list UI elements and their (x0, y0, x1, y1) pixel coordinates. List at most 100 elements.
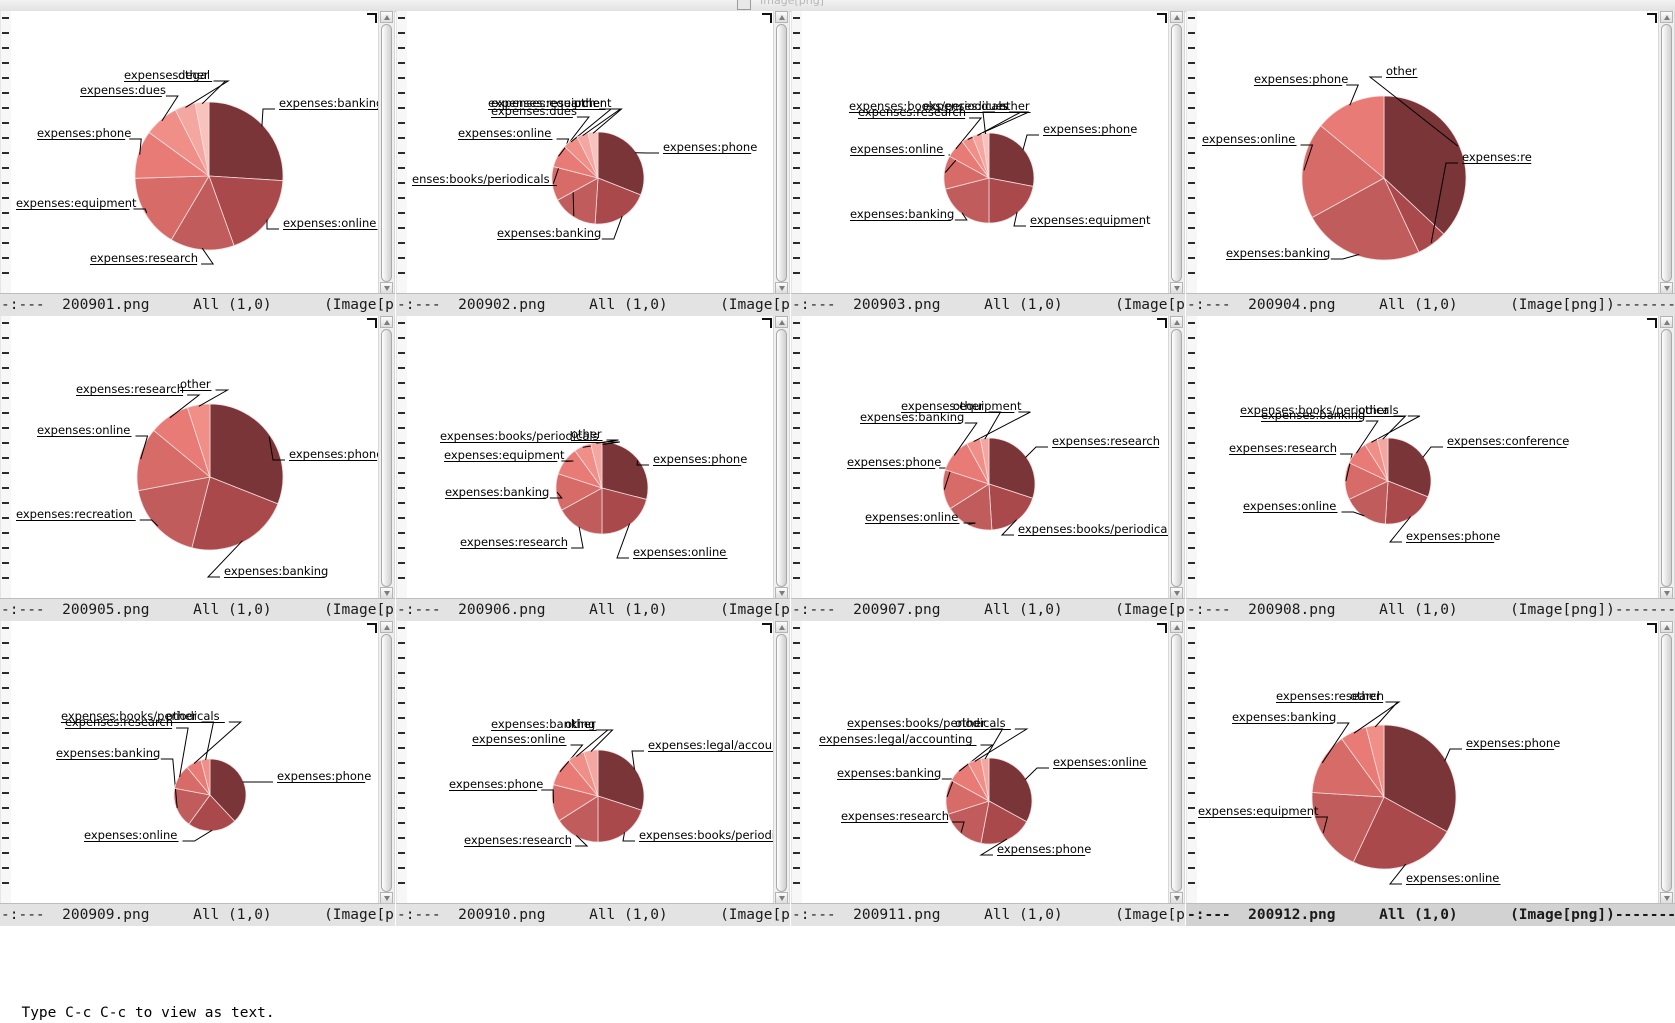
scroll-up-arrow-icon[interactable] (380, 11, 393, 23)
window-scrollbar[interactable] (773, 621, 790, 904)
window-scrollbar[interactable] (1658, 316, 1675, 599)
truncation-mark (398, 107, 405, 109)
mode-line-200902[interactable]: -:--- 200902.png All (1,0) (Image[png])-… (396, 293, 790, 316)
scrollbar-thumb[interactable] (381, 329, 392, 587)
mode-line-buffer-name[interactable]: 200907.png (853, 602, 940, 618)
window-scrollbar[interactable] (1168, 621, 1185, 904)
mode-line-200904[interactable]: -:--- 200904.png All (1,0) (Image[png])-… (1186, 293, 1675, 316)
scroll-up-arrow-icon[interactable] (380, 316, 393, 328)
mode-line-buffer-name[interactable]: 200909.png (62, 907, 149, 923)
scroll-up-arrow-icon[interactable] (775, 11, 788, 23)
mode-line-200912[interactable]: -:--- 200912.png All (1,0) (Image[png])-… (1186, 903, 1675, 926)
mode-line-buffer-name[interactable]: 200906.png (458, 602, 545, 618)
mode-line-200907[interactable]: -:--- 200907.png All (1,0) (Image[png])-… (791, 598, 1185, 621)
mode-line-200911[interactable]: -:--- 200911.png All (1,0) (Image[png])-… (791, 903, 1185, 926)
mode-line-200903[interactable]: -:--- 200903.png All (1,0) (Image[png])-… (791, 293, 1185, 316)
mode-line-buffer-name[interactable]: 200910.png (458, 907, 545, 923)
scroll-up-arrow-icon[interactable] (1660, 621, 1673, 633)
scrollbar-thumb[interactable] (1171, 329, 1182, 587)
truncation-mark (2, 762, 9, 764)
mode-line-buffer-name[interactable]: 200901.png (62, 297, 149, 313)
scroll-up-arrow-icon[interactable] (1170, 316, 1183, 328)
mode-line-buffer-name[interactable]: 200905.png (62, 602, 149, 618)
mode-line-buffer-name[interactable]: 200903.png (853, 297, 940, 313)
mode-line-buffer-name[interactable]: 200908.png (1248, 602, 1335, 618)
scrollbar-thumb[interactable] (381, 634, 392, 892)
window-scrollbar[interactable] (378, 621, 395, 904)
mode-line-buffer-name[interactable]: 200911.png (853, 907, 940, 923)
window-scrollbar[interactable] (378, 11, 395, 294)
mode-line-200910[interactable]: -:--- 200910.png All (1,0) (Image[png])-… (396, 903, 790, 926)
scrollbar-thumb[interactable] (1171, 24, 1182, 282)
scrollbar-thumb[interactable] (776, 634, 787, 892)
scroll-up-arrow-icon[interactable] (1660, 11, 1673, 23)
scrollbar-thumb[interactable] (776, 24, 787, 282)
window-scrollbar[interactable] (1168, 316, 1185, 599)
mode-line-200906[interactable]: -:--- 200906.png All (1,0) (Image[png])-… (396, 598, 790, 621)
mode-line-200909[interactable]: -:--- 200909.png All (1,0) (Image[png])-… (0, 903, 395, 926)
mode-line-buffer-name[interactable]: 200912.png (1248, 907, 1335, 923)
scrollbar-thumb[interactable] (776, 329, 787, 587)
scroll-up-arrow-icon[interactable] (380, 621, 393, 633)
mode-line-200908[interactable]: -:--- 200908.png All (1,0) (Image[png])-… (1186, 598, 1675, 621)
window-scrollbar[interactable] (378, 316, 395, 599)
window-scrollbar[interactable] (1658, 11, 1675, 294)
scrollbar-thumb[interactable] (1661, 329, 1672, 587)
scroll-up-arrow-icon[interactable] (775, 316, 788, 328)
window-scrollbar[interactable] (773, 316, 790, 599)
scrollbar-thumb[interactable] (1661, 634, 1672, 892)
truncation-mark (2, 227, 9, 229)
scroll-up-arrow-icon[interactable] (1170, 11, 1183, 23)
mode-line-200901[interactable]: -:--- 200901.png All (1,0) (Image[png])-… (0, 293, 395, 316)
mode-line-buffer-name[interactable]: 200902.png (458, 297, 545, 313)
mode-line-200905[interactable]: -:--- 200905.png All (1,0) (Image[png])-… (0, 598, 395, 621)
window-scrollbar[interactable] (773, 11, 790, 294)
mode-line-buffer-name[interactable]: 200904.png (1248, 297, 1335, 313)
scrollbar-thumb[interactable] (1661, 24, 1672, 282)
scroll-up-arrow-icon[interactable] (1170, 621, 1183, 633)
window-scrollbar[interactable] (1658, 621, 1675, 904)
scroll-up-arrow-icon[interactable] (775, 621, 788, 633)
scrollbar-thumb[interactable] (381, 24, 392, 282)
scroll-up-arrow-icon[interactable] (1660, 316, 1673, 328)
toolbar-icon-1[interactable] (737, 0, 751, 10)
scrollbar-thumb[interactable] (1171, 634, 1182, 892)
window-scrollbar[interactable] (1168, 11, 1185, 294)
